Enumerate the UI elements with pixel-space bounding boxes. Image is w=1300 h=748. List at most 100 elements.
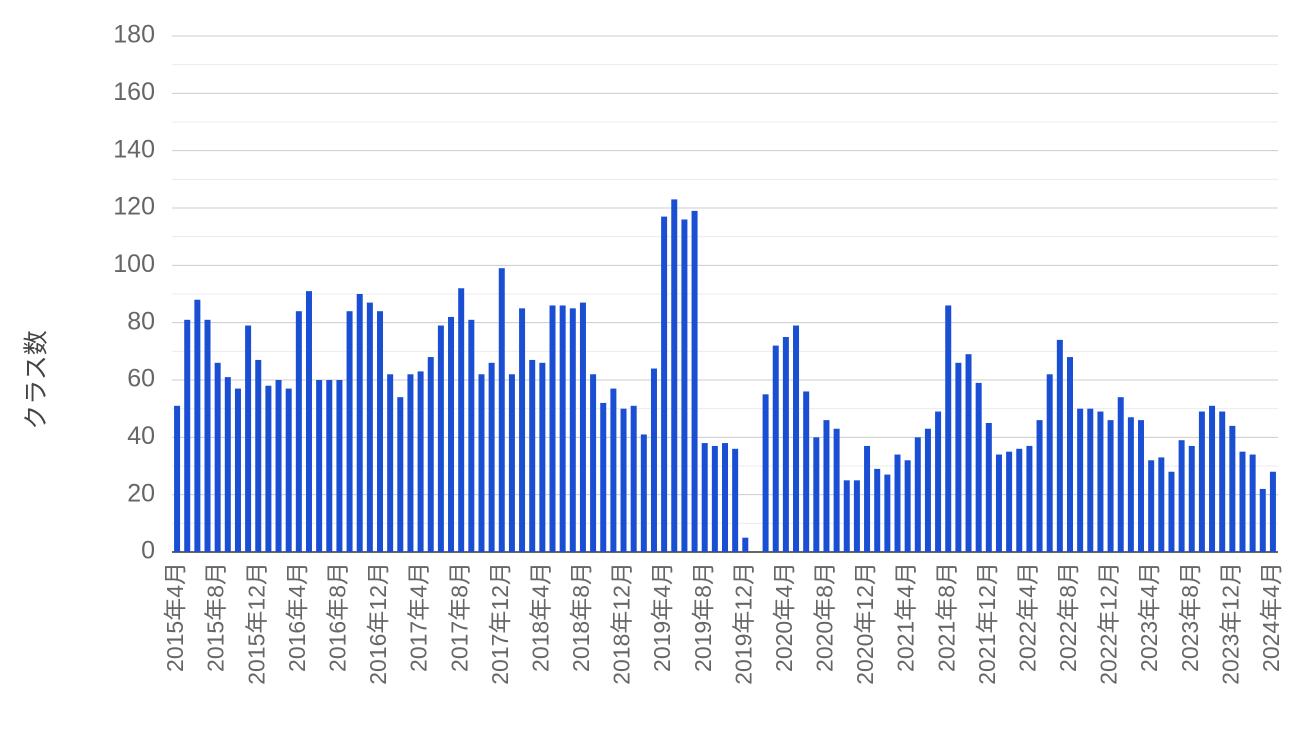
bar	[1097, 411, 1104, 552]
bar	[366, 302, 373, 552]
x-tick-label: 2023年12月	[1217, 562, 1243, 685]
bar	[1259, 488, 1266, 552]
bar	[356, 294, 363, 552]
x-tick-label: 2015年4月	[162, 562, 188, 672]
bar	[1229, 425, 1236, 552]
x-tick-label: 2018年8月	[568, 562, 594, 672]
bar	[1188, 445, 1195, 552]
bar	[184, 319, 191, 552]
bar	[468, 319, 475, 552]
bar	[853, 480, 860, 552]
y-tick-label: 20	[127, 479, 155, 507]
bar	[1046, 374, 1053, 552]
bar	[661, 216, 668, 552]
bar	[1148, 460, 1155, 552]
x-tick-label: 2024年4月	[1258, 562, 1284, 672]
bar	[539, 362, 546, 552]
bar	[346, 311, 353, 552]
x-tick-label: 2023年4月	[1136, 562, 1162, 672]
bar	[914, 437, 921, 552]
bar	[1036, 420, 1043, 552]
bar	[559, 305, 566, 552]
y-tick-label: 120	[113, 193, 155, 221]
bar	[924, 428, 931, 552]
bar	[1178, 440, 1185, 552]
bar	[995, 454, 1002, 552]
y-tick-label: 80	[127, 307, 155, 335]
bar	[1077, 408, 1084, 552]
bar	[387, 374, 394, 552]
bar	[427, 357, 434, 552]
bar	[671, 199, 678, 552]
bar	[478, 374, 485, 552]
bar	[650, 368, 657, 552]
bar	[823, 420, 830, 552]
bar	[1117, 397, 1124, 552]
bar	[1138, 420, 1145, 552]
y-tick-label: 0	[141, 537, 155, 565]
bar	[204, 319, 211, 552]
bar	[529, 359, 536, 552]
bar	[234, 388, 241, 552]
x-tick-label: 2017年4月	[406, 562, 432, 672]
bar	[782, 337, 789, 552]
x-tick-label: 2017年8月	[446, 562, 472, 672]
bar	[1168, 471, 1175, 552]
bar	[772, 345, 779, 552]
bar	[569, 308, 576, 552]
y-tick-label: 40	[127, 422, 155, 450]
bar	[316, 380, 323, 552]
bar	[255, 359, 262, 552]
bar	[884, 474, 891, 552]
bar	[864, 445, 871, 552]
bar	[1158, 457, 1165, 552]
x-tick-label: 2023年8月	[1177, 562, 1203, 672]
bar	[265, 385, 272, 552]
x-tick-label: 2015年12月	[243, 562, 269, 685]
bar	[1107, 420, 1114, 552]
bar	[985, 423, 992, 552]
bar	[843, 480, 850, 552]
bar	[458, 288, 465, 552]
bar	[194, 299, 201, 552]
bar	[681, 219, 688, 552]
x-tick-label: 2022年4月	[1014, 562, 1040, 672]
bar	[437, 325, 444, 552]
x-tick-label: 2018年12月	[609, 562, 635, 685]
y-tick-label: 160	[113, 78, 155, 106]
bar	[417, 371, 424, 552]
bar	[305, 291, 312, 552]
bar	[1016, 448, 1023, 552]
x-tick-label: 2020年4月	[771, 562, 797, 672]
x-tick-label: 2016年8月	[325, 562, 351, 672]
bar	[549, 305, 556, 552]
bar	[833, 428, 840, 552]
bar	[975, 382, 982, 552]
bar	[508, 374, 515, 552]
bar	[1249, 454, 1256, 552]
bar	[711, 445, 718, 552]
x-tick-label: 2015年8月	[203, 562, 229, 672]
bar	[874, 468, 881, 552]
bar	[1056, 339, 1063, 552]
bar	[630, 405, 637, 552]
bar	[224, 377, 231, 552]
bar	[448, 316, 455, 552]
y-tick-label: 60	[127, 365, 155, 393]
y-tick-label: 180	[113, 21, 155, 49]
bar	[1209, 405, 1216, 552]
bar	[590, 374, 597, 552]
bar	[1219, 411, 1226, 552]
x-tick-label: 2019年4月	[649, 562, 675, 672]
bar	[1269, 471, 1276, 552]
bar	[214, 362, 221, 552]
bar	[965, 354, 972, 552]
bar	[488, 362, 495, 552]
bar	[1087, 408, 1094, 552]
y-axis-title: クラス数	[23, 330, 51, 430]
x-tick-label: 2018年4月	[527, 562, 553, 672]
bar	[691, 210, 698, 552]
bar	[813, 437, 820, 552]
bar	[275, 380, 282, 552]
